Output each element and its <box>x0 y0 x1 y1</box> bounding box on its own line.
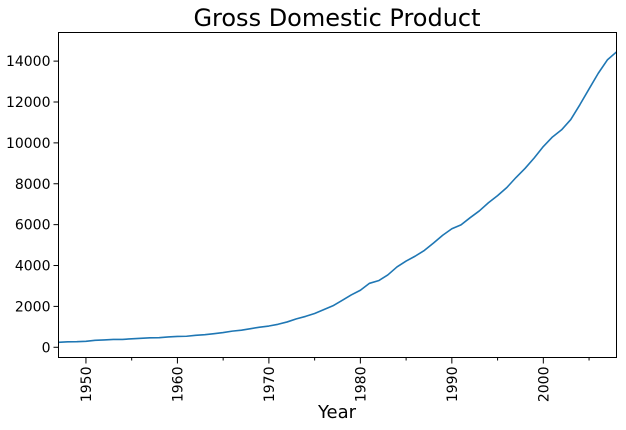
y-tick-label: 12000 <box>6 95 51 111</box>
x-tick-label: 1950 <box>79 367 95 403</box>
y-tick-label: 6000 <box>15 218 51 234</box>
y-tick-label: 8000 <box>15 177 51 193</box>
x-tick-label: 2000 <box>536 367 552 403</box>
x-axis-label: Year <box>317 402 357 423</box>
y-axis: 0 2000 4000 6000 8000 10000 12000 14000 <box>6 54 59 356</box>
x-tick-label: 1970 <box>262 367 278 403</box>
x-axis: 1950 1960 1970 1980 1990 2000 <box>79 357 590 403</box>
chart-title: Gross Domestic Product <box>193 4 480 32</box>
series-line-gdp <box>58 51 618 344</box>
plot-area <box>58 51 618 344</box>
x-tick-label: 1980 <box>353 367 369 403</box>
y-tick-label: 4000 <box>15 259 51 275</box>
x-tick-label: 1960 <box>170 367 186 403</box>
y-tick-label: 10000 <box>6 136 51 152</box>
plot-frame <box>58 32 617 358</box>
y-tick-label: 14000 <box>6 54 51 70</box>
y-tick-label: 2000 <box>15 299 51 315</box>
y-tick-label: 0 <box>42 340 51 356</box>
x-tick-label: 1990 <box>445 367 461 403</box>
